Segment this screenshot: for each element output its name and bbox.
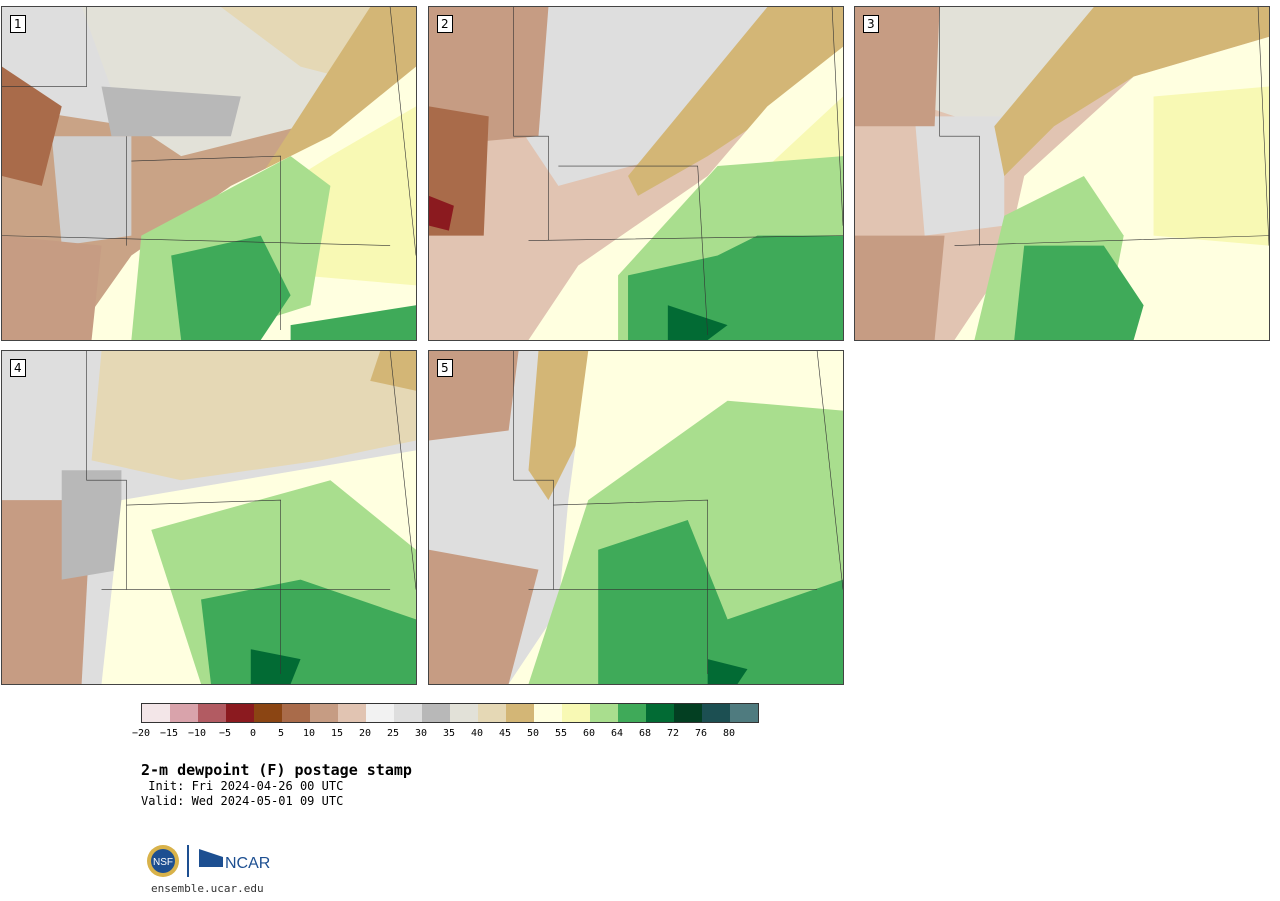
stamp-1-map: 1 (1, 6, 417, 341)
footer-url: ensemble.ucar.edu (151, 882, 264, 895)
nsf-ncar-logo: NSF NCAR (145, 843, 275, 879)
colorbar-tick-label: 5 (277, 728, 285, 739)
stamp-label-1: 1 (10, 15, 26, 33)
colorbar-tick-label: 10 (302, 728, 316, 739)
init-time: Init: Fri 2024-04-26 00 UTC (141, 779, 344, 793)
plot-title: 2-m dewpoint (F) postage stamp (141, 761, 412, 779)
colorbar-swatch-11 (450, 704, 478, 722)
colorbar-tick-label: 30 (414, 728, 428, 739)
colorbar-tick-label: 40 (470, 728, 484, 739)
colorbar-tick-label: −10 (187, 728, 207, 739)
colorbar-tick-label: 15 (330, 728, 344, 739)
colorbar-tick-label: 35 (442, 728, 456, 739)
dewpoint-map-3 (855, 7, 1269, 340)
colorbar-swatch-17 (618, 704, 646, 722)
colorbar-tick-label: 60 (582, 728, 596, 739)
colorbar-tick-label: 25 (386, 728, 400, 739)
colorbar-swatch-6 (310, 704, 338, 722)
stamp-5-map: 5 (428, 350, 844, 685)
colorbar-swatch-19 (674, 704, 702, 722)
colorbar-tick-label: 50 (526, 728, 540, 739)
valid-time: Valid: Wed 2024-05-01 09 UTC (141, 794, 344, 808)
colorbar-swatch-9 (394, 704, 422, 722)
colorbar-tick-label: 55 (554, 728, 568, 739)
dewpoint-map-4 (2, 351, 416, 684)
stamp-4-map: 4 (1, 350, 417, 685)
colorbar-ticks: −20 −15 −10 −5 0 5 10 15 20 25 30 35 40 45 50 55 60 64 68 7… (132, 728, 761, 742)
colorbar-tick-label: −15 (159, 728, 179, 739)
colorbar-swatch-12 (478, 704, 506, 722)
dewpoint-colorbar (141, 703, 759, 723)
colorbar-tick-label: −20 (131, 728, 151, 739)
stamp-label-2: 2 (437, 15, 453, 33)
stamp-label-3: 3 (863, 15, 879, 33)
dewpoint-map-2 (429, 7, 843, 340)
colorbar-tick-label: 45 (498, 728, 512, 739)
colorbar-swatch-13 (506, 704, 534, 722)
colorbar-swatch-16 (590, 704, 618, 722)
stamp-label-4: 4 (10, 359, 26, 377)
colorbar-swatch-4 (254, 704, 282, 722)
stamp-label-5: 5 (437, 359, 453, 377)
colorbar-tick-label: 0 (249, 728, 257, 739)
dewpoint-map-5 (429, 351, 843, 684)
colorbar-swatch-15 (562, 704, 590, 722)
dewpoint-map-1 (2, 7, 416, 340)
colorbar-swatch-3 (226, 704, 254, 722)
colorbar-tick-label: 76 (694, 728, 708, 739)
colorbar-swatch-21 (730, 704, 758, 722)
colorbar-tick-label: 64 (610, 728, 624, 739)
colorbar-tick-label: 80 (722, 728, 736, 739)
svg-text:NSF: NSF (153, 857, 173, 868)
colorbar-swatch-2 (198, 704, 226, 722)
colorbar-swatch-10 (422, 704, 450, 722)
colorbar-tick-label: 20 (358, 728, 372, 739)
colorbar-swatch-1 (170, 704, 198, 722)
ncar-mark-icon (199, 849, 223, 867)
svg-text:NCAR: NCAR (225, 855, 270, 872)
colorbar-tick-label: −5 (218, 728, 232, 739)
colorbar-tick-label: 72 (666, 728, 680, 739)
colorbar-tick-label: 68 (638, 728, 652, 739)
colorbar-swatch-18 (646, 704, 674, 722)
colorbar-swatch-8 (366, 704, 394, 722)
stamp-2-map: 2 (428, 6, 844, 341)
colorbar-swatch-5 (282, 704, 310, 722)
colorbar-swatch-0 (142, 704, 170, 722)
colorbar-swatch-7 (338, 704, 366, 722)
colorbar-swatch-14 (534, 704, 562, 722)
stamp-3-map: 3 (854, 6, 1270, 341)
colorbar-swatch-20 (702, 704, 730, 722)
